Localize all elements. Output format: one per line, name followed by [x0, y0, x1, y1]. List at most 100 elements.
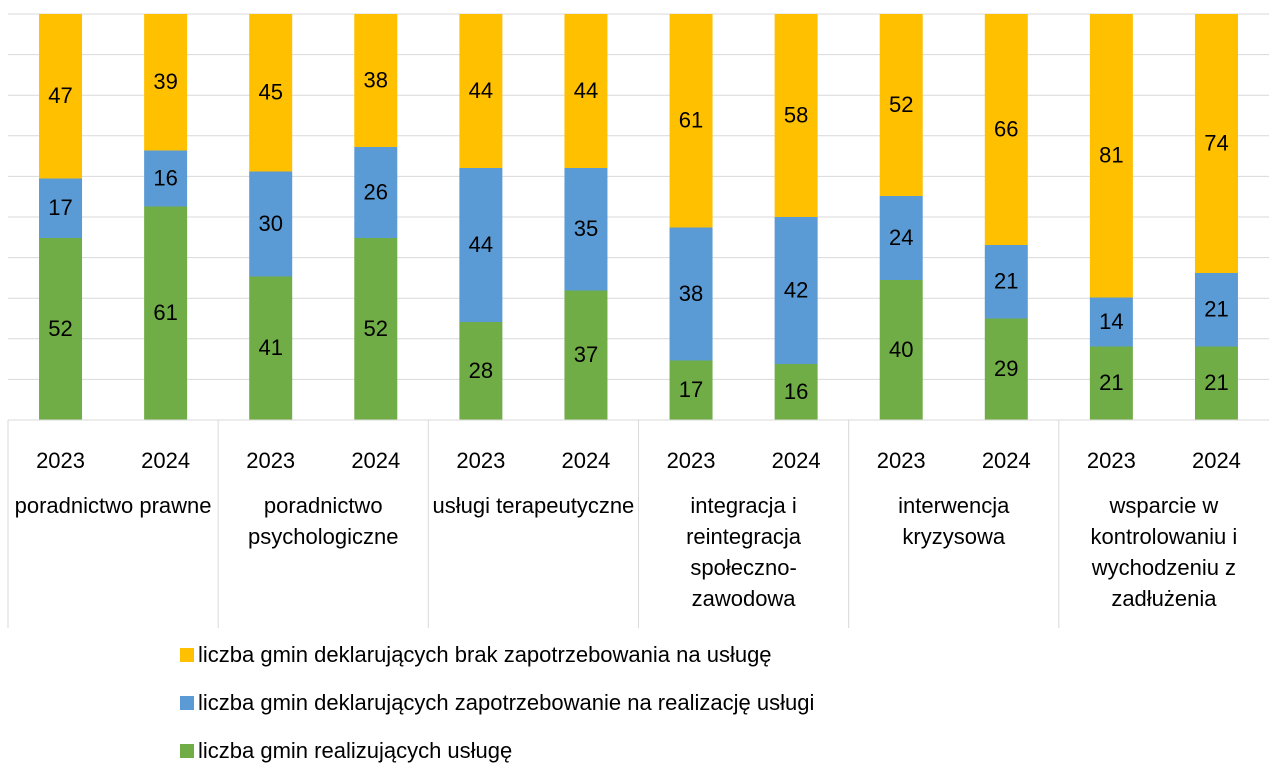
data-label: 39: [153, 69, 177, 94]
data-label: 14: [1099, 309, 1123, 334]
x-tick-label: 2024: [561, 448, 610, 473]
data-label: 17: [679, 377, 703, 402]
data-label: 44: [469, 232, 493, 257]
data-label: 52: [889, 92, 913, 117]
group-label: interwencja kryzysowa: [898, 493, 1010, 549]
bar-segment: [354, 238, 398, 420]
x-tick-label: 2023: [246, 448, 295, 473]
data-label: 44: [469, 78, 493, 103]
data-label: 21: [1204, 297, 1228, 322]
data-label: 52: [48, 316, 72, 341]
data-label: 24: [889, 225, 913, 250]
data-label: 44: [574, 78, 598, 103]
x-tick-label: 2023: [667, 448, 716, 473]
bar-segment: [564, 168, 608, 291]
data-label: 21: [994, 269, 1018, 294]
bar-segment: [459, 14, 503, 168]
data-label: 28: [469, 358, 493, 383]
bar-segment: [1089, 297, 1133, 347]
data-label: 42: [784, 277, 808, 302]
bar-segment: [564, 14, 608, 168]
bar-segment: [774, 364, 818, 420]
data-label: 16: [153, 165, 177, 190]
bar-segment: [144, 150, 188, 207]
data-label: 21: [1204, 370, 1228, 395]
data-label: 26: [364, 179, 388, 204]
bar-segment: [984, 245, 1028, 319]
bar-segment: [879, 280, 923, 420]
bar-segment: [249, 171, 293, 277]
bar-segment: [669, 360, 713, 420]
bar-segment: [879, 196, 923, 280]
legend-label: liczba gmin deklarujących zapotrzebowani…: [198, 690, 815, 715]
bar-segment: [39, 238, 83, 420]
bar-segment: [1089, 346, 1133, 420]
bar-segment: [984, 318, 1028, 420]
data-label: 21: [1099, 370, 1123, 395]
legend-label: liczba gmin realizujących usługę: [198, 738, 513, 763]
bar-segment: [564, 290, 608, 420]
bar-segment: [144, 206, 188, 420]
data-label: 52: [364, 316, 388, 341]
data-label: 61: [153, 300, 177, 325]
legend-item: liczba gmin deklarujących brak zapotrzeb…: [180, 642, 772, 668]
bar-segment: [354, 14, 398, 147]
data-label: 40: [889, 337, 913, 362]
bar-segment: [354, 147, 398, 238]
legend-swatch: [180, 744, 194, 758]
legend-item: liczba gmin deklarujących zapotrzebowani…: [180, 690, 814, 716]
bar-segment: [249, 276, 293, 420]
group-label: poradnictwo prawne: [14, 493, 212, 518]
data-label: 38: [364, 67, 388, 92]
x-tick-label: 2024: [772, 448, 821, 473]
bar-segment: [144, 14, 188, 151]
bar-segment: [774, 217, 818, 364]
bar-segment: [669, 227, 713, 361]
data-label: 30: [258, 211, 282, 236]
bar-segment: [774, 14, 818, 217]
data-label: 38: [679, 281, 703, 306]
x-tick-label: 2024: [982, 448, 1031, 473]
bar-segment: [459, 168, 503, 322]
data-label: 58: [784, 102, 808, 127]
legend-item: liczba gmin realizujących usługę: [180, 738, 512, 764]
legend-swatch: [180, 648, 194, 662]
x-tick-label: 2023: [456, 448, 505, 473]
bar-segment: [249, 14, 293, 172]
bar-segment: [1194, 273, 1238, 347]
bar-segment: [39, 178, 83, 238]
data-label: 35: [574, 216, 598, 241]
data-label: 81: [1099, 143, 1123, 168]
group-label: integracja i reintegracja społeczno-zawo…: [686, 493, 802, 611]
data-label: 47: [48, 83, 72, 108]
data-label: 66: [994, 116, 1018, 141]
data-label: 74: [1204, 130, 1228, 155]
legend-label: liczba gmin deklarujących brak zapotrzeb…: [198, 642, 772, 667]
data-label: 41: [258, 335, 282, 360]
x-tick-label: 2023: [36, 448, 85, 473]
bar-segment: [669, 14, 713, 228]
bar-segment: [879, 14, 923, 196]
bar-segment: [1194, 14, 1238, 273]
data-label: 29: [994, 356, 1018, 381]
x-tick-label: 2024: [1192, 448, 1241, 473]
group-label: wsparcie w kontrolowaniu i wychodzeniu z…: [1090, 493, 1238, 611]
x-tick-label: 2023: [877, 448, 926, 473]
bar-segment: [984, 14, 1028, 245]
x-tick-label: 2024: [141, 448, 190, 473]
data-label: 61: [679, 108, 703, 133]
data-label: 16: [784, 379, 808, 404]
x-tick-label: 2023: [1087, 448, 1136, 473]
x-tick-label: 2024: [351, 448, 400, 473]
data-label: 45: [258, 80, 282, 105]
group-label: poradnictwo psychologiczne: [248, 493, 399, 549]
group-label: usługi terapeutyczne: [432, 493, 635, 518]
data-label: 37: [574, 342, 598, 367]
data-label: 17: [48, 195, 72, 220]
bar-segment: [1089, 14, 1133, 298]
bar-segment: [1194, 346, 1238, 420]
legend-swatch: [180, 696, 194, 710]
bar-segment: [459, 322, 503, 420]
